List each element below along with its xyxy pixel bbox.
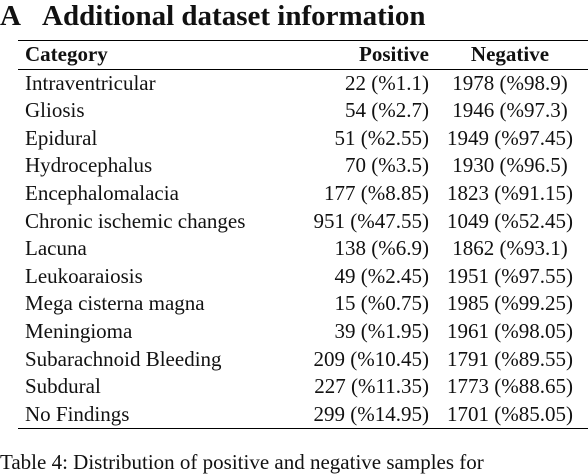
table-cell: Subdural <box>25 374 101 399</box>
table-row: Mega cisterna magna 15 (%0.75) 1985 (%99.2… <box>18 290 588 318</box>
data-table: Category Positive Negative Intraventricula… <box>18 40 588 429</box>
table-cell: 1951 (%97.55) <box>447 263 573 288</box>
table-cell: 1985 (%99.25) <box>447 291 573 316</box>
section-heading: A Additional dataset information <box>0 0 425 32</box>
table-cell: Chronic ischemic changes <box>25 208 246 233</box>
table-cell: 54 (%2.7) <box>345 98 429 123</box>
table-cell: 22 (%1.1) <box>345 70 429 95</box>
table-cell: Subarachnoid Bleeding <box>25 346 222 371</box>
table-cell: 951 (%47.55) <box>313 208 429 233</box>
table-header: Category Positive Negative <box>18 40 588 70</box>
table-cell: Mega cisterna magna <box>25 291 205 316</box>
section-number: A <box>0 0 21 32</box>
table-cell: 138 (%6.9) <box>334 236 429 261</box>
table-cell: Hydrocephalus <box>25 153 153 178</box>
table-row: No Findings 299 (%14.95) 1701 (%85.05) <box>18 401 588 429</box>
table-row: Encephalomalacia 177 (%8.85) 1823 (%91.15) <box>18 180 588 208</box>
table-row: Lacuna 138 (%6.9) 1862 (%93.1) <box>18 235 588 263</box>
table-cell: 51 (%2.55) <box>334 125 429 150</box>
section-title: Additional dataset information <box>42 0 426 32</box>
table-row: Leukoaraiosis 49 (%2.45) 1951 (%97.55) <box>18 263 588 291</box>
table-cell: 1701 (%85.05) <box>447 401 573 426</box>
table-caption: Table 4: Distribution of positive and ne… <box>0 450 484 474</box>
header-cell: Positive <box>359 42 429 66</box>
table-row: Hydrocephalus 70 (%3.5) 1930 (%96.5) <box>18 152 588 180</box>
table-cell: Epidural <box>25 125 98 150</box>
table-cell: 1949 (%97.45) <box>447 125 573 150</box>
table-cell: 299 (%14.95) <box>313 401 429 426</box>
table-cell: 177 (%8.85) <box>324 180 429 205</box>
table-cell: 1823 (%91.15) <box>447 180 573 205</box>
table-row: Intraventricular 22 (%1.1) 1978 (%98.9) <box>18 69 588 97</box>
table-cell: 1049 (%52.45) <box>447 208 573 233</box>
table-cell: Lacuna <box>25 236 87 261</box>
table-cell: 1862 (%93.1) <box>452 236 568 261</box>
table-cell: 1930 (%96.5) <box>452 153 568 178</box>
table-row: Epidural 51 (%2.55) 1949 (%97.45) <box>18 125 588 153</box>
table-cell: Gliosis <box>25 98 85 123</box>
table-cell: 1946 (%97.3) <box>452 98 568 123</box>
table-cell: Meningioma <box>25 318 133 343</box>
table-row: Gliosis 54 (%2.7) 1946 (%97.3) <box>18 97 588 125</box>
table-cell: No Findings <box>25 401 130 426</box>
table-cell: 70 (%3.5) <box>345 153 429 178</box>
table-cell: 39 (%1.95) <box>334 318 429 343</box>
header-cell: Category <box>25 42 108 66</box>
table-cell: 209 (%10.45) <box>313 346 429 371</box>
table-body: Intraventricular 22 (%1.1) 1978 (%98.9) Gli… <box>18 69 588 429</box>
table-row: Meningioma 39 (%1.95) 1961 (%98.05) <box>18 318 588 346</box>
header-cell: Negative <box>470 42 550 66</box>
table-row: Chronic ischemic changes 951 (%47.55) 1049… <box>18 208 588 236</box>
table-cell: 1978 (%98.9) <box>452 70 568 95</box>
table-cell: 1961 (%98.05) <box>447 318 573 343</box>
table-cell: 227 (%11.35) <box>314 374 429 399</box>
table-cell: Intraventricular <box>25 70 156 95</box>
table-cell: Encephalomalacia <box>25 180 179 205</box>
table-cell: Leukoaraiosis <box>25 263 143 288</box>
table-row: Subarachnoid Bleeding 209 (%10.45) 1791 (%… <box>18 346 588 374</box>
table-cell: 1791 (%89.55) <box>447 346 573 371</box>
table-cell: 1773 (%88.65) <box>447 374 573 399</box>
table-cell: 49 (%2.45) <box>334 263 429 288</box>
table-row: Subdural 227 (%11.35) 1773 (%88.65) <box>18 373 588 401</box>
header-row: Category Positive Negative <box>18 40 588 70</box>
table-cell: 15 (%0.75) <box>334 291 429 316</box>
